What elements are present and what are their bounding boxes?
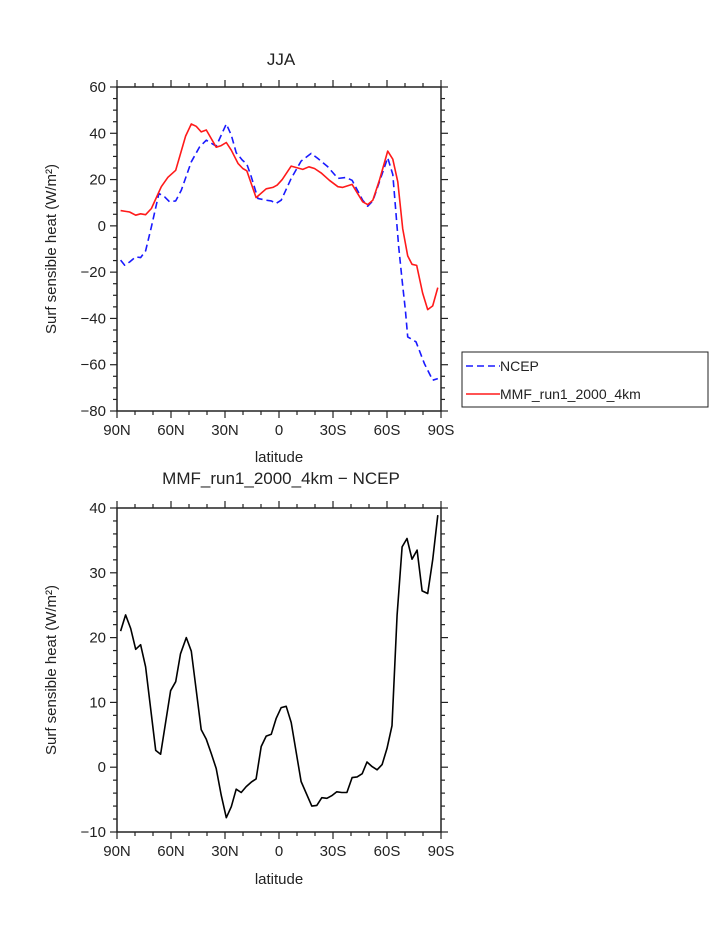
y-tick-label: −40 — [81, 310, 106, 327]
x-tick-label: 90S — [428, 422, 455, 439]
series-line-ncep — [119, 123, 439, 382]
y-tick-label: 40 — [89, 125, 106, 142]
legend-box — [461, 351, 709, 408]
y-tick-label: 30 — [89, 565, 106, 582]
x-tick-label: 30N — [211, 843, 239, 860]
y-tick-label: 20 — [89, 630, 106, 647]
x-tick-label: 90N — [103, 422, 131, 439]
x-axis-label: latitude — [255, 871, 303, 888]
x-tick-label: 90N — [103, 843, 131, 860]
y-tick-label: −60 — [81, 357, 106, 374]
legend-entry: MMF_run1_2000_4km — [500, 386, 641, 402]
y-tick-label: −80 — [81, 403, 106, 420]
y-tick-label: −10 — [81, 824, 106, 841]
series-line-difference — [119, 515, 439, 819]
top-panel-jja: 90N 60N 30N 0 30S 60S 90S 60 40 20 0 −20 −40 −60 −80 JJ… — [43, 50, 709, 466]
plot-frame — [116, 86, 442, 412]
y-tick-label: 60 — [89, 79, 106, 96]
x-tick-label: 60S — [374, 422, 401, 439]
x-tick-label: 30S — [320, 422, 347, 439]
y-tick-label: 10 — [89, 694, 106, 711]
x-tick-label: 0 — [275, 843, 283, 860]
x-tick-label: 60N — [157, 843, 185, 860]
series-line-mmf-run1-2000-4km — [120, 123, 439, 311]
bottom-panel-difference: 90N 60N 30N 0 30S 60S 90S 40 30 20 10 0 −10 MMF_run1_… — [43, 469, 454, 888]
chart-title: MMF_run1_2000_4km − NCEP — [162, 469, 400, 488]
y-axis-label: Surf sensible heat (W/m²) — [43, 585, 60, 755]
y-tick-label: 40 — [89, 500, 106, 517]
y-tick-label: 0 — [98, 218, 106, 235]
y-axis-label: Surf sensible heat (W/m²) — [43, 164, 60, 334]
chart-title: JJA — [267, 50, 296, 69]
y-tick-label: −20 — [81, 264, 106, 281]
x-tick-label: 60S — [374, 843, 401, 860]
y-tick-label: 0 — [98, 759, 106, 776]
legend: NCEP MMF_run1_2000_4km — [461, 351, 709, 408]
x-tick-label: 30S — [320, 843, 347, 860]
y-tick-label: 20 — [89, 172, 106, 189]
plot-frame — [116, 507, 442, 833]
x-axis-label: latitude — [255, 449, 303, 466]
x-tick-label: 0 — [275, 422, 283, 439]
x-tick-label: 60N — [157, 422, 185, 439]
x-tick-label: 90S — [428, 843, 455, 860]
legend-entry: NCEP — [500, 358, 539, 374]
x-tick-label: 30N — [211, 422, 239, 439]
